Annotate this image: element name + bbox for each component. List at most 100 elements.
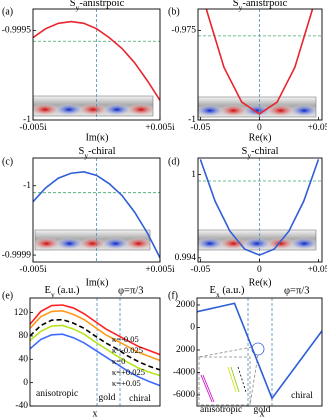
chart-title: Sy-chiral [79, 146, 116, 160]
zoom-box [198, 356, 251, 406]
data-line [30, 310, 160, 362]
title-part: -anistrpoic [242, 0, 287, 9]
panel-label: (a) [2, 6, 13, 17]
chart-title: Ey (a.u.) [45, 285, 80, 299]
title-part: S [70, 0, 76, 9]
y-tick-label: 0 [23, 378, 28, 388]
field-inset [31, 95, 155, 117]
data-line [33, 171, 160, 259]
x-tick-label: -0.005i [19, 123, 47, 133]
field-inset [196, 96, 318, 118]
plot-frame [32, 8, 161, 121]
title-part: S [242, 146, 248, 157]
title-part: -anistrpoic [79, 0, 124, 9]
plot-frame [197, 8, 323, 121]
title-part: E [210, 285, 216, 296]
field-lobe [196, 238, 223, 250]
x-axis-label: x [260, 408, 265, 419]
series-label: κ=-0.05 [112, 334, 139, 344]
y-tick-label: 2000 [176, 345, 195, 355]
y-tick-label: 0.994 [175, 253, 197, 263]
x-axis-label: Im(κ) [86, 277, 109, 288]
x-tick-label: +0.005i [145, 123, 175, 133]
field-lobe [56, 238, 83, 250]
y-tick-label: -1 [23, 115, 31, 125]
y-tick-label: -0.9995 [2, 26, 32, 36]
title-part: y [247, 151, 251, 160]
title-part: y [76, 3, 80, 12]
title-part: -chiral [251, 146, 278, 157]
x-tick-label: 0 [257, 123, 262, 133]
title-part: S [233, 0, 239, 9]
x-tick-label: 0 [257, 265, 262, 275]
plot-frame [197, 157, 323, 263]
x-tick-label: -0.05 [190, 123, 210, 133]
y-tick-label: -6000 [173, 390, 195, 400]
field-lobe [55, 104, 83, 116]
chart-title: Sy-chiral [242, 146, 279, 160]
y-tick-label: -1 [188, 115, 196, 125]
series-label: κ=+0.025 [112, 367, 145, 377]
field-lobe [267, 238, 294, 250]
y-tick-label: 80 [19, 331, 29, 341]
chart-title: Sy-anistrpoic [233, 0, 288, 12]
field-lobe [220, 238, 247, 250]
field-lobe [125, 238, 152, 250]
x-axis-label: Re(κ) [249, 277, 272, 288]
region-label: gold [99, 393, 116, 403]
data-line [199, 159, 320, 256]
field-lobe [244, 238, 270, 250]
x-axis-label: Re(κ) [249, 132, 272, 143]
y-tick-label: -1 [23, 181, 31, 191]
region-label: anisotropic [200, 405, 242, 415]
y-tick-label: 1 [191, 170, 196, 180]
annotation: φ=π/3 [284, 285, 309, 296]
x-tick-label: -0.005i [19, 265, 47, 275]
data-line [205, 9, 314, 115]
boundaries [96, 298, 273, 406]
series-label: κ=+0.05 [112, 378, 141, 388]
y-tick-label: -40 [15, 401, 28, 411]
title-part: S [79, 146, 85, 157]
field-lobe [31, 104, 59, 116]
field-lobe [220, 105, 247, 117]
region-label: anisotropic [36, 389, 78, 399]
zoom-line [249, 354, 259, 406]
title-part: E [45, 285, 51, 296]
field-lobe [102, 238, 129, 250]
field-lobe [79, 238, 106, 250]
y-tick-label: 40 [19, 354, 29, 364]
title-part: (a.u.) [220, 285, 245, 296]
plot-frame [32, 157, 161, 263]
region-label: gold [254, 405, 271, 415]
field-inset [196, 229, 318, 251]
plot-frame [29, 297, 161, 407]
field-lobe [103, 104, 131, 116]
field-lobe [267, 105, 294, 117]
panel-label: (e) [2, 290, 13, 301]
chart-title: Ex (a.u.) [210, 285, 245, 299]
x-axis-label: Im(κ) [86, 132, 109, 143]
plot-frame [196, 297, 323, 407]
title-part: y [51, 290, 55, 299]
zoom-trace [237, 366, 247, 393]
y-tick-label: 2000 [176, 300, 195, 310]
data-line [30, 318, 160, 371]
y-tick-label: 120 [14, 308, 29, 318]
region-label: chiral [129, 394, 151, 404]
y-tick-label: -4000 [173, 368, 195, 378]
chart-title: Sy-anistrpoic [70, 0, 125, 12]
zoom-trace [200, 374, 213, 403]
title-part: x [216, 290, 220, 299]
region-label: chiral [291, 391, 313, 401]
zoom-trace [227, 366, 237, 393]
data-line [197, 302, 322, 400]
annotation: φ=π/3 [118, 285, 143, 296]
field-inset [33, 229, 152, 251]
y-tick-label: -0.975 [171, 26, 196, 36]
field-lobe [79, 104, 107, 116]
y-tick-label: 0 [190, 323, 195, 333]
panel-label: (c) [2, 156, 13, 167]
x-tick-label: +0.05 [307, 123, 327, 133]
